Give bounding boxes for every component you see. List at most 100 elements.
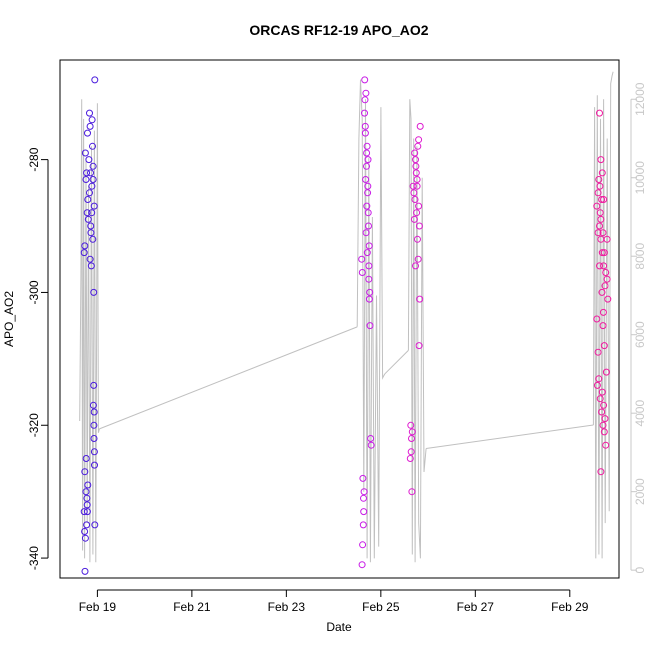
data-point — [358, 269, 366, 276]
data-point — [412, 156, 419, 164]
altitude-transit-2 — [384, 350, 409, 375]
data-point — [361, 76, 369, 84]
data-point — [366, 288, 374, 296]
data-point — [603, 275, 611, 283]
data-point — [363, 142, 371, 150]
x-tick-label: Feb 21 — [173, 600, 211, 614]
data-point — [596, 395, 604, 403]
data-point — [602, 441, 610, 449]
data-point — [412, 262, 419, 270]
data-point — [359, 541, 367, 549]
data-point — [362, 176, 370, 183]
data-point — [89, 162, 97, 170]
data-point — [363, 149, 371, 157]
data-point — [407, 421, 415, 429]
data-point — [593, 202, 601, 210]
x-tick-label: Feb 23 — [268, 600, 306, 614]
data-point — [598, 169, 606, 177]
data-point — [596, 109, 603, 117]
data-point — [594, 229, 602, 237]
series-3 — [406, 122, 424, 496]
y-tick-label: -340 — [27, 546, 41, 570]
data-point — [595, 375, 603, 383]
data-point — [360, 488, 368, 496]
altitude-flight-2 — [356, 79, 386, 563]
data-point — [595, 176, 603, 183]
data-point — [360, 508, 368, 516]
data-point — [599, 421, 607, 429]
data-point — [91, 521, 99, 529]
data-point — [365, 242, 373, 250]
x-tick-label: Feb 25 — [362, 600, 400, 614]
data-point — [88, 209, 96, 217]
y-tick-label: -320 — [27, 413, 41, 437]
data-point — [412, 169, 420, 177]
data-point — [367, 435, 375, 442]
data-point — [81, 242, 89, 250]
data-point — [598, 196, 606, 203]
data-point — [87, 229, 95, 237]
data-point — [80, 249, 88, 257]
data-point — [603, 235, 611, 243]
data-point — [596, 209, 604, 217]
data-point — [414, 255, 422, 263]
x-tick-label: Feb 27 — [457, 600, 495, 614]
data-point — [413, 182, 421, 190]
data-point — [358, 255, 366, 263]
data-point — [599, 229, 607, 237]
data-point — [359, 474, 367, 482]
data-point — [593, 315, 601, 323]
data-point — [364, 156, 372, 164]
data-point — [598, 388, 606, 396]
x-tick-label: Feb 19 — [79, 600, 117, 614]
altitude-series — [79, 71, 614, 563]
data-point — [362, 229, 370, 237]
data-point — [84, 196, 92, 203]
data-point — [81, 468, 89, 476]
x-axis: Feb 19 Feb 21 Feb 23 Feb 25 Feb 27 Feb 29 — [79, 589, 589, 614]
data-point — [360, 494, 367, 502]
data-point — [361, 109, 368, 117]
data-point — [84, 215, 92, 223]
data-point — [593, 381, 601, 389]
data-point — [406, 455, 414, 462]
data-point — [602, 269, 610, 276]
data-point — [82, 176, 90, 183]
data-point — [362, 89, 370, 97]
data-point — [365, 295, 373, 303]
right-tick-label: 12000 — [633, 82, 647, 116]
data-point — [414, 235, 421, 243]
data-point — [361, 122, 369, 130]
right-axis: 0 2000 4000 6000 8000 10000 12000 — [630, 82, 647, 573]
data-point — [596, 222, 603, 230]
x-axis-label: Date — [326, 620, 352, 634]
data-point — [415, 202, 423, 210]
data-point — [89, 235, 97, 243]
data-point — [359, 521, 367, 529]
data-point — [87, 222, 95, 230]
chart-title: ORCAS RF12-19 APO_AO2 — [249, 22, 428, 38]
right-tick-label: 2000 — [633, 478, 647, 505]
data-point — [412, 162, 420, 170]
data-point — [90, 408, 98, 416]
data-point — [83, 501, 91, 509]
y-axis-label: APO_AO2 — [2, 291, 16, 347]
data-point — [600, 196, 608, 203]
data-point — [90, 448, 98, 456]
data-point — [81, 534, 89, 542]
data-point — [367, 441, 375, 449]
altitude-transit-3 — [426, 424, 594, 449]
data-point — [413, 209, 421, 217]
data-point — [364, 182, 372, 190]
y-tick-label: -280 — [27, 147, 41, 171]
data-point — [416, 295, 424, 303]
data-point — [594, 189, 602, 197]
data-point — [364, 209, 372, 217]
data-point — [597, 156, 605, 164]
data-point — [600, 428, 608, 436]
data-point — [407, 448, 415, 456]
data-point — [86, 255, 94, 263]
data-point — [84, 481, 92, 489]
data-point — [81, 528, 89, 535]
data-point — [602, 368, 610, 376]
